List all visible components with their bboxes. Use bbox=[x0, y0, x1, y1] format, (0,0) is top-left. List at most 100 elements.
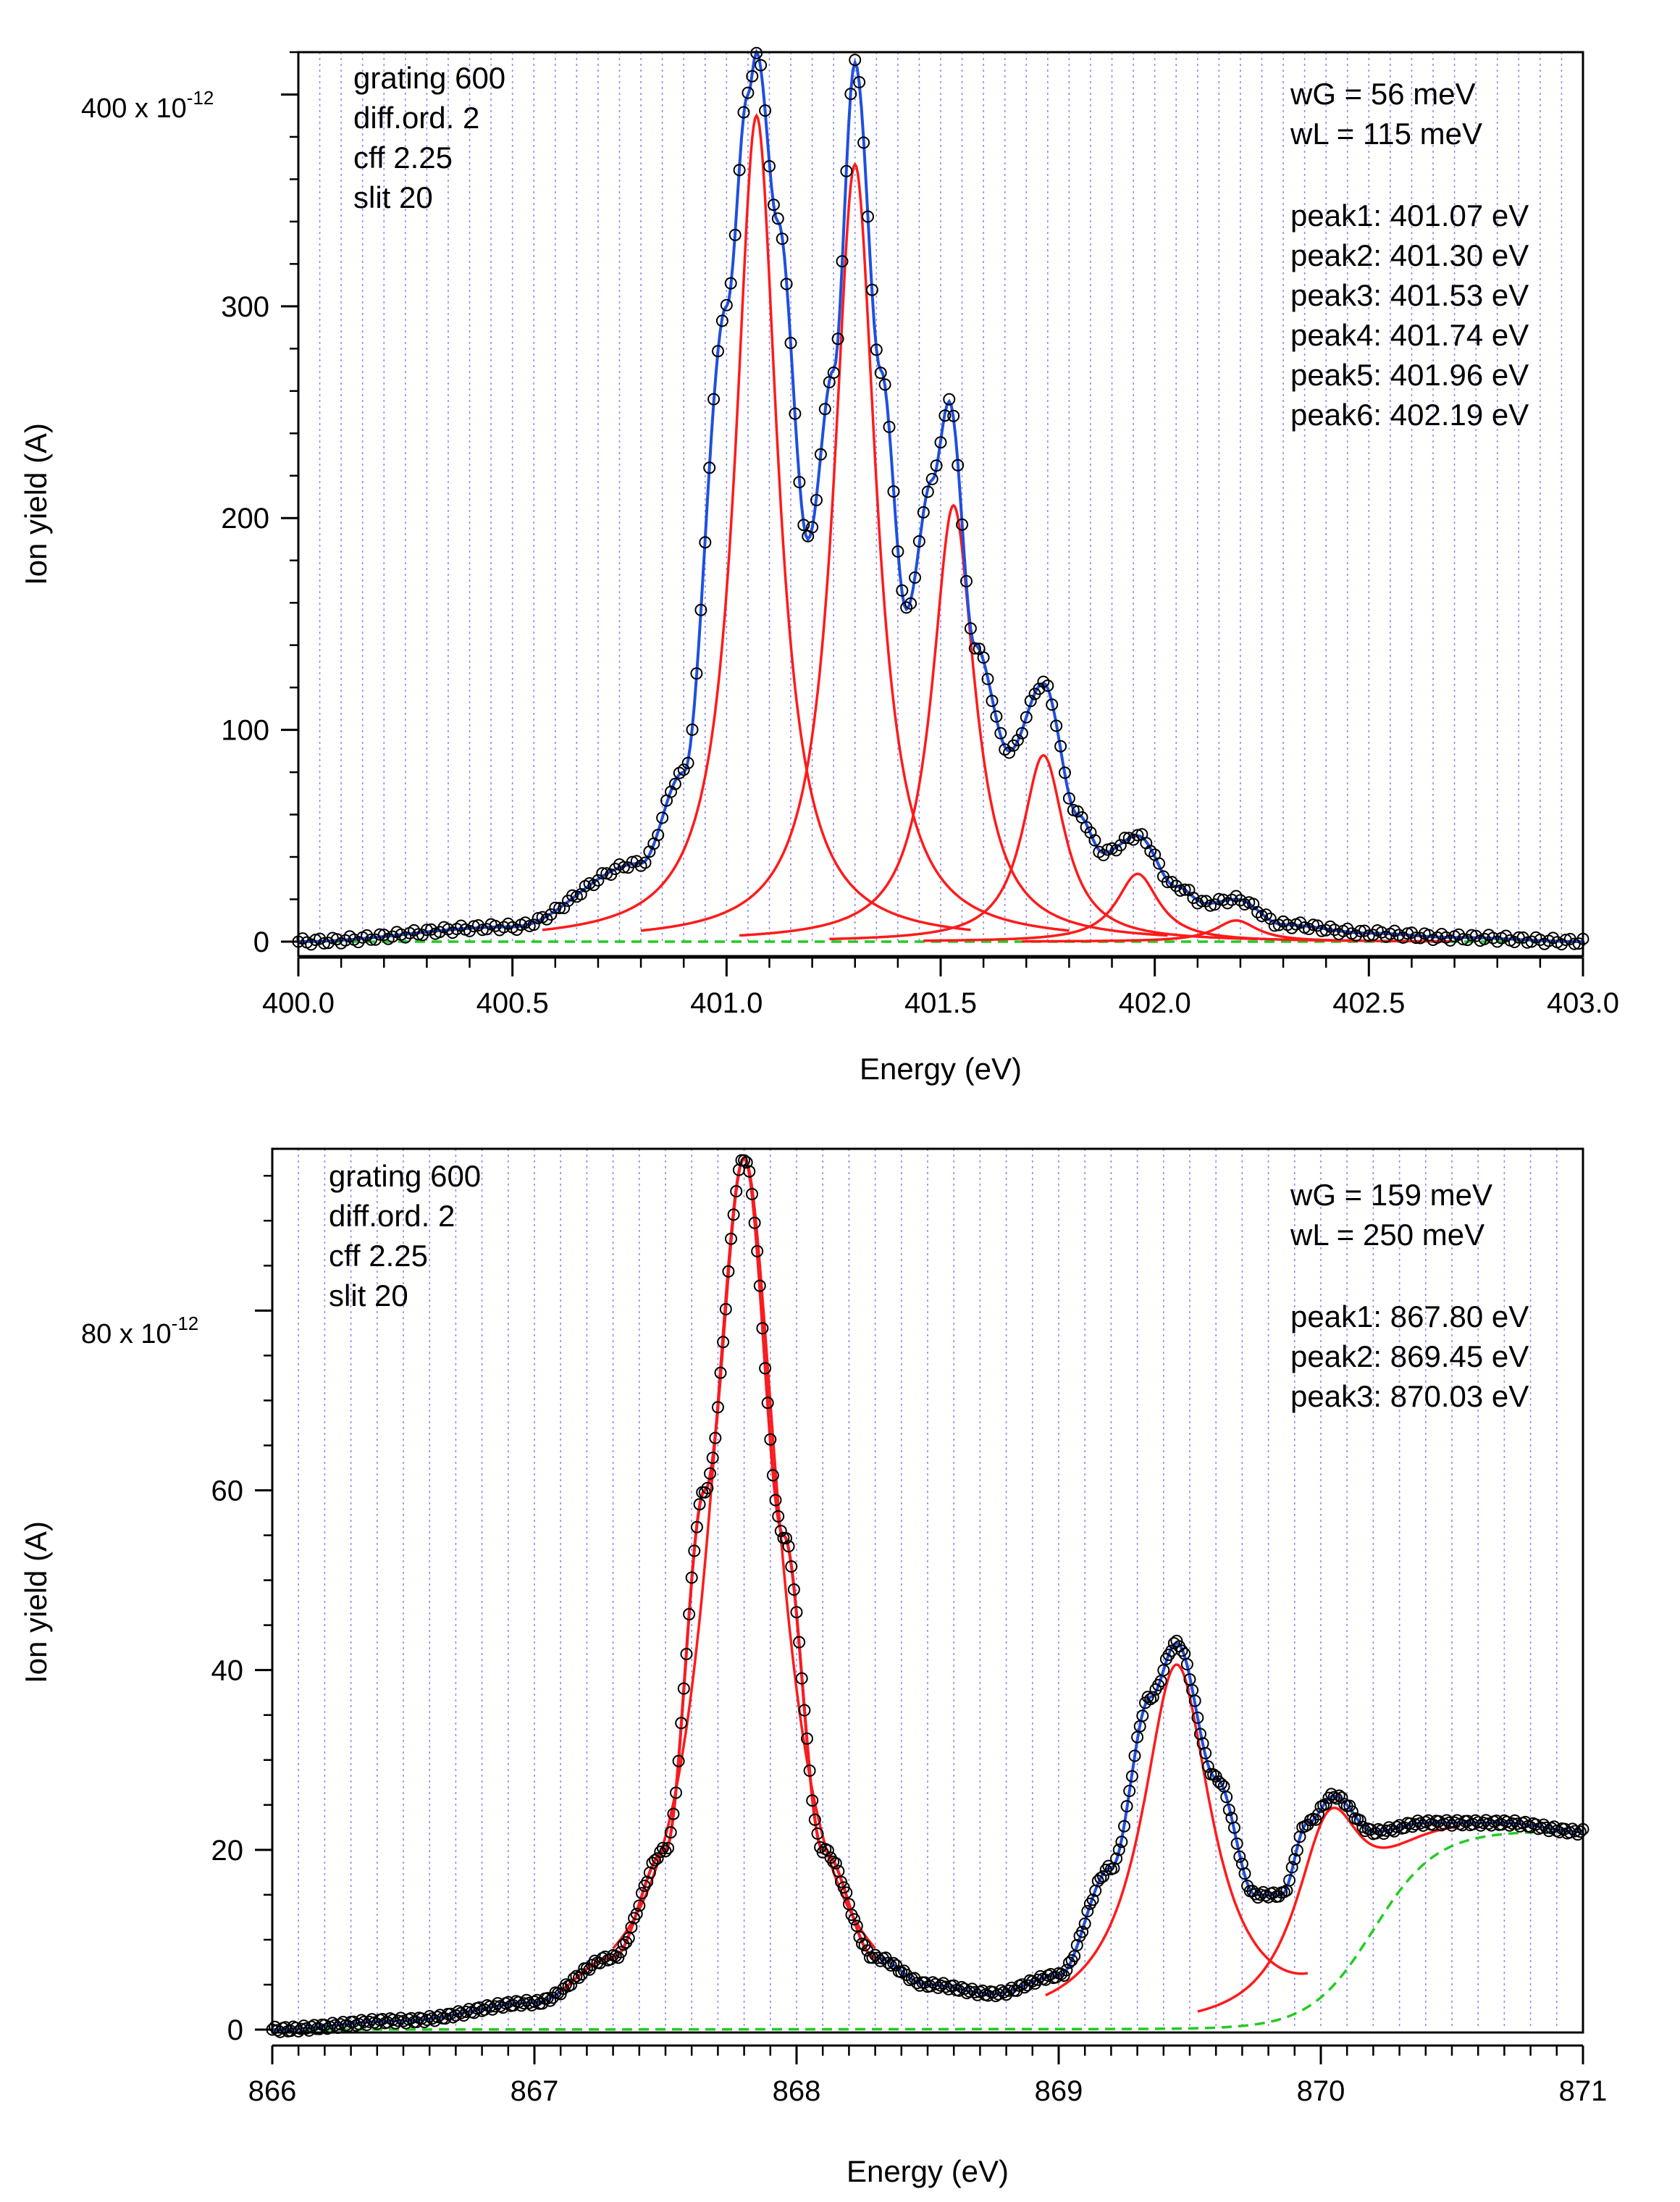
top-data-point bbox=[707, 393, 721, 406]
top-data-point bbox=[1225, 893, 1238, 906]
top-data-point bbox=[878, 378, 891, 391]
top-data-point bbox=[728, 228, 742, 241]
top-data-point bbox=[938, 409, 952, 422]
top-data-point bbox=[652, 829, 665, 842]
top-data-point bbox=[1024, 695, 1037, 708]
top-plot-frame bbox=[297, 51, 1584, 958]
bot-data-point bbox=[1230, 1837, 1243, 1850]
top-data-point bbox=[1062, 792, 1075, 805]
bot-data-point bbox=[725, 1232, 737, 1245]
top-spectrum-panel: 400.0 400.5 401.0 401.5 402.0 402.5 403.0 0 100… bbox=[19, 46, 1619, 1086]
bot-data-point bbox=[811, 1827, 824, 1840]
bot-data-point bbox=[570, 1969, 583, 1983]
top-data-point bbox=[446, 926, 459, 939]
top-data-point bbox=[891, 545, 904, 558]
top-data-point bbox=[1500, 929, 1513, 942]
bot-data-point bbox=[625, 1921, 638, 1934]
top-data-point bbox=[1041, 679, 1054, 692]
bot-data-point bbox=[1070, 1939, 1083, 1951]
bottom-y-multiplier: 80 x 10-12 bbox=[81, 1313, 198, 1349]
top-data-point bbox=[424, 923, 437, 936]
bot-data-point bbox=[1343, 1799, 1356, 1812]
top-peak-label-5: peak5: 401.96 eV bbox=[1290, 358, 1529, 392]
top-data-point bbox=[1174, 884, 1187, 897]
bot-data-point bbox=[1288, 1853, 1301, 1866]
top-data-point bbox=[733, 164, 746, 177]
bot-data-point bbox=[769, 1494, 782, 1507]
bot-data-point bbox=[782, 1540, 795, 1553]
bot-data-point bbox=[1123, 1785, 1136, 1797]
top-data-point bbox=[386, 930, 399, 943]
bot-data-point bbox=[683, 1608, 696, 1620]
top-data-point bbox=[977, 651, 990, 664]
top-data-point bbox=[1534, 934, 1547, 946]
bot-data-point bbox=[764, 1433, 777, 1446]
bot-data-point bbox=[675, 1717, 688, 1730]
top-data-point bbox=[917, 506, 930, 519]
bot-data-point bbox=[884, 1959, 897, 1972]
top-data-point bbox=[1303, 923, 1315, 935]
bot-data-point bbox=[717, 1336, 730, 1349]
top-y-tick-label: 100 bbox=[221, 715, 269, 747]
bot-data-point bbox=[685, 1571, 698, 1584]
bot-data-point bbox=[780, 1532, 792, 1545]
bot-data-point bbox=[1319, 1798, 1332, 1811]
top-x-ticks: 400.0 400.5 401.0 401.5 402.0 402.5 403.0 bbox=[262, 956, 1619, 1019]
top-data-point bbox=[806, 521, 819, 534]
bot-data-point bbox=[1081, 1905, 1094, 1917]
bot-data-point bbox=[785, 1560, 798, 1573]
bot-data-point bbox=[714, 1366, 727, 1379]
bot-data-point bbox=[1188, 1694, 1201, 1707]
bot-data-point bbox=[756, 1322, 769, 1335]
top-data-point bbox=[930, 459, 943, 472]
top-y-tick-label: 200 bbox=[221, 503, 269, 535]
bot-data-point bbox=[651, 1852, 664, 1865]
top-data-point bbox=[780, 277, 793, 290]
top-data-point bbox=[887, 485, 900, 498]
top-data-point bbox=[737, 106, 750, 119]
top-data-point bbox=[909, 571, 921, 584]
top-data-point bbox=[502, 917, 515, 930]
top-x-tick-label: 401.5 bbox=[904, 987, 977, 1019]
bot-data-point bbox=[1086, 1893, 1099, 1906]
top-x-tick-label: 400.0 bbox=[262, 987, 335, 1019]
bot-data-point bbox=[1141, 1691, 1154, 1704]
top-x-tick-label: 400.5 bbox=[476, 987, 549, 1019]
bot-data-point bbox=[615, 1946, 627, 1959]
bot-data-point bbox=[1118, 1820, 1130, 1833]
bot-data-point bbox=[633, 1899, 646, 1912]
bot-y-tick-label: 20 bbox=[211, 1835, 244, 1867]
bottom-data-points bbox=[266, 1154, 1589, 2038]
bot-data-point bbox=[730, 1185, 743, 1198]
top-data-point bbox=[339, 934, 352, 947]
bot-data-point bbox=[911, 1977, 923, 1990]
bot-data-point bbox=[1214, 1778, 1227, 1791]
top-data-point bbox=[981, 672, 994, 685]
bottom-setting-cff: cff 2.25 bbox=[329, 1239, 428, 1273]
top-data-point bbox=[1054, 740, 1067, 753]
bot-peak-component-2 bbox=[1045, 1663, 1309, 1997]
top-data-point bbox=[609, 863, 622, 876]
top-data-point bbox=[553, 902, 566, 915]
top-data-point bbox=[699, 536, 712, 549]
bot-data-point bbox=[690, 1520, 703, 1533]
bot-data-point bbox=[635, 1887, 648, 1900]
top-data-point bbox=[1307, 918, 1319, 932]
bot-data-point bbox=[740, 1156, 753, 1169]
top-data-point bbox=[840, 164, 853, 177]
bot-data-point bbox=[1120, 1800, 1133, 1813]
top-data-point bbox=[1037, 675, 1050, 688]
top-data-point bbox=[925, 472, 938, 485]
top-setting-diff-order: diff.ord. 2 bbox=[353, 101, 479, 135]
bot-data-point bbox=[821, 1844, 834, 1857]
top-data-point bbox=[990, 710, 1003, 723]
bot-x-tick-label: 866 bbox=[248, 2075, 297, 2107]
top-data-point bbox=[668, 777, 681, 790]
top-data-point bbox=[518, 916, 532, 929]
top-peak-component-3 bbox=[739, 503, 1168, 937]
top-data-point bbox=[1444, 934, 1457, 947]
top-data-point bbox=[1435, 928, 1448, 940]
bottom-setting-grating: grating 600 bbox=[329, 1159, 481, 1193]
bot-x-tick-label: 869 bbox=[1035, 2075, 1083, 2107]
top-data-point bbox=[900, 601, 913, 614]
